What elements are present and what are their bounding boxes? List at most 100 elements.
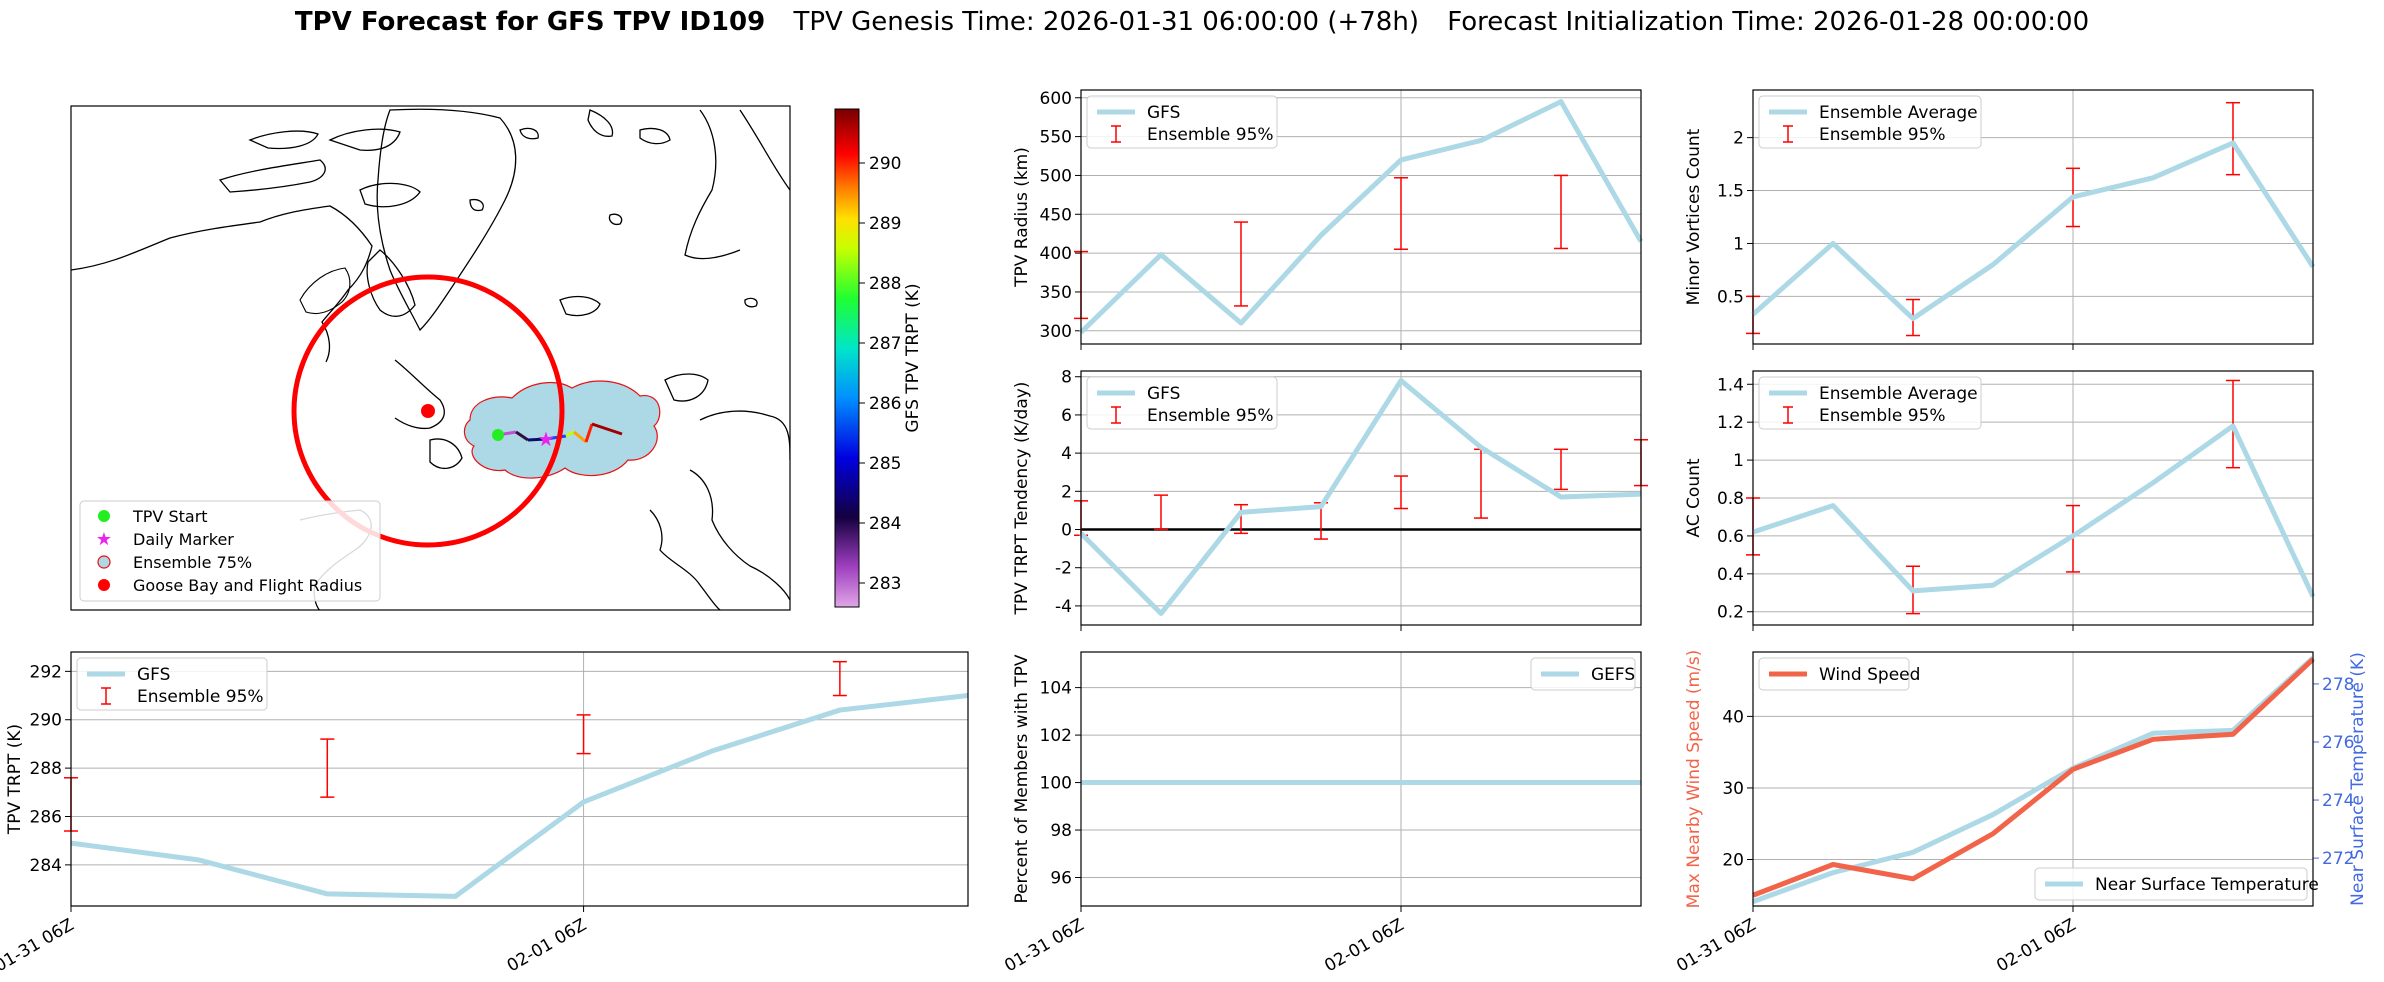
map-legend-ensemble: Ensemble 75% [133,553,252,572]
y-tick-label: 0.5 [1717,287,1744,307]
tpv-start-marker [492,429,504,441]
legend-errorbar-swatch [1783,406,1793,424]
y-axis-label: Percent of Members with TPV [1012,654,1032,903]
legend-label: GEFS [1591,665,1635,685]
legend-label: Ensemble 95% [1147,406,1274,426]
chart-percent: 96 98 100 102 104 01-31 06Z 02-01 06Z Percent o… [1001,651,1642,976]
colorbar-tick-label: 286 [869,394,901,414]
colorbar-tick-label: 290 [869,154,901,174]
colorbar-label: GFS TPV TRPT (K) [903,283,923,432]
plot-frame [1080,89,1642,345]
y-tick-label: 1.4 [1717,375,1744,395]
y-tick-label: 6 [1061,406,1072,426]
chart-legend: GEFS [1530,657,1636,691]
error-bar [1394,177,1408,250]
y-tick-label: -4 [1055,597,1072,617]
y-tick-label: 20 [1722,850,1744,870]
error-bar [832,660,847,697]
series-line [1079,378,1642,617]
map-legend-tpv-start: TPV Start [132,507,208,526]
error-bar [320,738,335,798]
y-tick-label: -2 [1055,559,1072,579]
y-tick-label: 98 [1050,821,1072,841]
series-line [1079,99,1644,335]
y-tick-label: 2 [1733,129,1744,149]
legend-label: GFS [1147,103,1180,123]
map-legend-goose-bay: Goose Bay and Flight Radius [133,576,362,595]
plot-frame [1080,370,1642,626]
legend-label: Ensemble Average [1819,384,1978,404]
x-tick-label: 02-01 06Z [504,915,590,976]
chart-wind: 20 30 40 01-31 06Z 02-01 06Z 272 274 276 278 Max … [1673,650,2368,977]
colorbar-tick-label: 284 [869,514,901,534]
y-tick-label: 100 [1040,774,1072,794]
y-tick-label: 350 [1040,283,1072,303]
legend-label: GFS [137,665,170,685]
series-line [70,693,969,899]
legend-errorbar-swatch [1111,125,1121,143]
y-tick-label: 290 [30,711,62,731]
chart-trpt: 284 286 288 290 292 01-31 06Z 02-01 06Z TPV TRP… [0,651,969,976]
y-tick-label: 8 [1061,368,1072,388]
error-bar [1554,174,1568,250]
legend-label: Ensemble 95% [1147,125,1274,145]
plot-area [1081,652,1641,906]
series-line [1752,423,2316,598]
y-tick-label: 0 [1061,521,1072,541]
x-tick-label: 02-01 06Z [1993,915,2079,976]
legend-box [76,657,268,711]
chart-radius: 300 350 400 450 500 550 600 TPV Radius (km) GFSE… [1012,89,1644,350]
legend-box [1758,657,1910,691]
y-axis-label: Max Nearby Wind Speed (m/s) [1684,650,1704,909]
x-tick-label: 02-01 06Z [1321,915,1407,976]
plot-frame [1752,370,2314,626]
y2-tick-label: 272 [2322,849,2354,869]
legend-errorbar-swatch [1783,125,1793,143]
goose-bay-marker [421,404,435,418]
legend-label: Ensemble Average [1819,103,1978,123]
error-bar [1394,475,1408,510]
title-init: Forecast Initialization Time: 2026-01-28… [1447,7,2089,37]
y-axis-label: TPV Radius (km) [1012,147,1032,288]
title-bold: TPV Forecast for GFS TPV ID109 [295,7,765,37]
y-tick-label: 292 [30,662,62,682]
y-tick-label: 30 [1722,779,1744,799]
colorbar-tick-label: 283 [869,574,901,594]
chart-ac: 0.2 0.4 0.6 0.8 1 1.2 1.4 AC Count Ensemble Aver… [1684,370,2316,631]
y-tick-label: 550 [1040,128,1072,148]
error-bar [1554,448,1568,491]
map-panel: ★ TPV Start ★ Daily Marker Ensemble 75% … [70,105,791,611]
chart-legend: Near Surface Temperature [2034,867,2319,901]
plot-frame [1080,651,1642,907]
y-tick-label: 400 [1040,244,1072,264]
y-tick-label: 0.6 [1717,527,1744,547]
legend-errorbar-swatch [101,687,111,705]
y-tick-label: 2 [1061,482,1072,502]
chart-minor: 0.5 1 1.5 2 Minor Vortices Count Ensemble Ave… [1684,89,2316,350]
legend-label: Ensemble 95% [137,687,264,707]
colorbar-tick-label: 285 [869,454,901,474]
legend-box [2034,867,2308,901]
legend-box [1530,657,1636,691]
y2-tick-label: 276 [2322,733,2354,753]
y-axis-label: TPV TRPT Tendency (K/day) [1012,382,1032,616]
y-tick-label: 1 [1733,451,1744,471]
legend-label: Wind Speed [1819,665,1920,685]
error-bar [1234,221,1248,307]
y2-axis-label: Near Surface Temperature (K) [2348,652,2368,906]
y-axis-label: AC Count [1684,458,1704,537]
y-tick-label: 288 [30,759,62,779]
y-tick-label: 40 [1722,707,1744,727]
tpv-track [497,422,623,444]
plot-frame [1752,651,2314,907]
legend-box [1758,376,1982,430]
y-tick-label: 96 [1050,869,1072,889]
y-tick-label: 102 [1040,726,1072,746]
colorbar: 283 284 285 286 287 288 289 290 GFS TPV TRPT (K… [834,108,923,608]
y-axis-label: Minor Vortices Count [1684,128,1704,305]
